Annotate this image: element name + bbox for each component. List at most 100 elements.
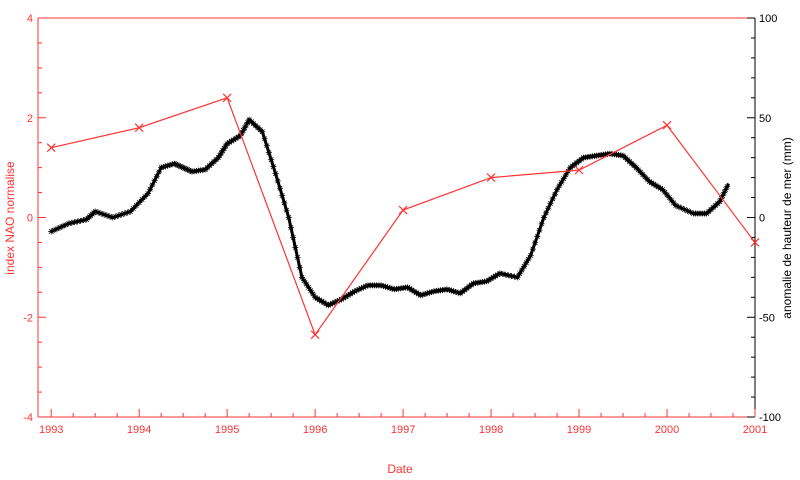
left-tick-label: 2 xyxy=(27,113,33,125)
sea-level-point xyxy=(263,142,270,149)
sea-level-point xyxy=(118,211,125,218)
x-tick-label: 2000 xyxy=(655,424,679,436)
sea-level-point xyxy=(543,209,550,216)
x-axis-ticks: 1993 1994 1995 1996 1997 1998 1999 2000 2001 xyxy=(39,409,767,436)
sea-level-point xyxy=(103,212,110,219)
sea-level-point xyxy=(155,168,162,175)
nao-point xyxy=(222,93,232,103)
right-tick-label: 0 xyxy=(759,213,765,225)
nao-point xyxy=(310,330,320,340)
sea-level-point xyxy=(80,217,87,224)
sea-level-point xyxy=(285,214,292,221)
sea-level-point xyxy=(112,213,119,220)
sea-level-point xyxy=(534,233,541,240)
sea-level-point xyxy=(551,191,558,198)
sea-level-point xyxy=(303,281,310,287)
sea-level-point xyxy=(527,252,534,259)
sea-level-point xyxy=(276,185,283,192)
sea-level-point xyxy=(283,207,290,214)
sea-level-point xyxy=(272,170,279,177)
sea-level-point xyxy=(562,171,569,178)
sea-level-point xyxy=(521,263,528,270)
sea-level-point xyxy=(296,264,303,271)
sea-level-point xyxy=(281,199,288,206)
sea-level-point xyxy=(133,202,140,209)
sea-level-point xyxy=(554,186,561,193)
sea-level-point xyxy=(274,177,281,184)
right-tick-label: -100 xyxy=(759,412,781,424)
sea-level-point xyxy=(240,127,247,134)
x-tick-label: 1999 xyxy=(567,424,591,436)
sea-level-point xyxy=(529,246,536,253)
sea-level-point xyxy=(65,220,72,227)
nao-point xyxy=(486,173,496,183)
x-tick-label: 1996 xyxy=(303,424,327,436)
sea-level-series xyxy=(48,116,731,309)
sea-level-point xyxy=(358,285,365,292)
sea-level-point xyxy=(549,195,556,202)
x-tick-label: 1995 xyxy=(215,424,239,436)
right-tick-label: -50 xyxy=(759,312,775,324)
sea-level-point xyxy=(538,220,545,227)
sea-level-point xyxy=(243,122,250,129)
sea-level-point xyxy=(147,186,154,193)
nao-point xyxy=(398,205,408,215)
x-axis-title: Date xyxy=(387,462,413,476)
left-tick-label: -4 xyxy=(23,412,33,424)
x-tick-label: 1994 xyxy=(127,424,151,436)
nao-series xyxy=(46,93,760,340)
sea-level-point xyxy=(124,209,131,216)
sea-level-point xyxy=(411,288,418,295)
sea-level-point xyxy=(301,277,308,284)
sea-level-point xyxy=(151,177,158,184)
sea-level-point xyxy=(270,163,277,170)
sea-level-point xyxy=(153,173,160,180)
sea-level-point xyxy=(144,190,151,197)
sea-level-point xyxy=(536,227,543,234)
sea-level-point xyxy=(290,234,297,241)
sea-level-point xyxy=(547,200,554,207)
sea-level-point xyxy=(287,224,294,231)
sea-level-point xyxy=(149,181,156,188)
sea-level-point xyxy=(545,205,552,212)
sea-level-point xyxy=(265,149,272,156)
sea-level-point xyxy=(558,179,565,186)
sea-level-point xyxy=(349,289,356,296)
sea-level-point xyxy=(298,274,305,281)
sea-level-point xyxy=(98,210,105,217)
left-tick-label: 0 xyxy=(27,213,33,225)
sea-level-point xyxy=(136,199,143,206)
sea-level-point xyxy=(261,135,268,142)
sea-level-point xyxy=(309,290,316,297)
x-tick-label: 1997 xyxy=(391,424,415,436)
sea-level-point xyxy=(448,287,455,294)
sea-level-point xyxy=(724,183,731,190)
x-tick-label: 1993 xyxy=(39,424,63,436)
left-tick-label: 4 xyxy=(27,13,33,25)
right-tick-label: 50 xyxy=(759,113,771,125)
sea-level-point xyxy=(540,214,547,221)
y-right-axis-title: anomalie de hauteur de mer (mm) xyxy=(780,137,794,318)
nao-point xyxy=(46,143,56,153)
sea-level-point xyxy=(121,210,128,217)
nao-line xyxy=(51,97,756,336)
sea-level-point xyxy=(259,128,266,135)
sea-level-point xyxy=(305,284,312,291)
nao-point xyxy=(662,120,672,130)
nao-point xyxy=(134,123,144,133)
sea-level-point xyxy=(292,244,299,251)
right-tick-label: 100 xyxy=(759,13,777,25)
sea-level-point xyxy=(360,284,367,291)
right-axis-ticks: -100 -50 0 50 100 xyxy=(747,13,781,424)
sea-level-point xyxy=(127,208,134,215)
nao-point xyxy=(750,238,760,247)
sea-level-point xyxy=(268,156,275,163)
nao-point xyxy=(574,165,584,175)
y-left-axis-title: index NAO normalise xyxy=(3,161,17,275)
x-tick-label: 1998 xyxy=(479,424,503,436)
x-tick-label: 2001 xyxy=(743,424,767,436)
axes-frame xyxy=(37,17,756,418)
left-axis-ticks: -4 -2 0 2 4 xyxy=(23,13,46,424)
left-tick-label: -2 xyxy=(23,312,33,324)
